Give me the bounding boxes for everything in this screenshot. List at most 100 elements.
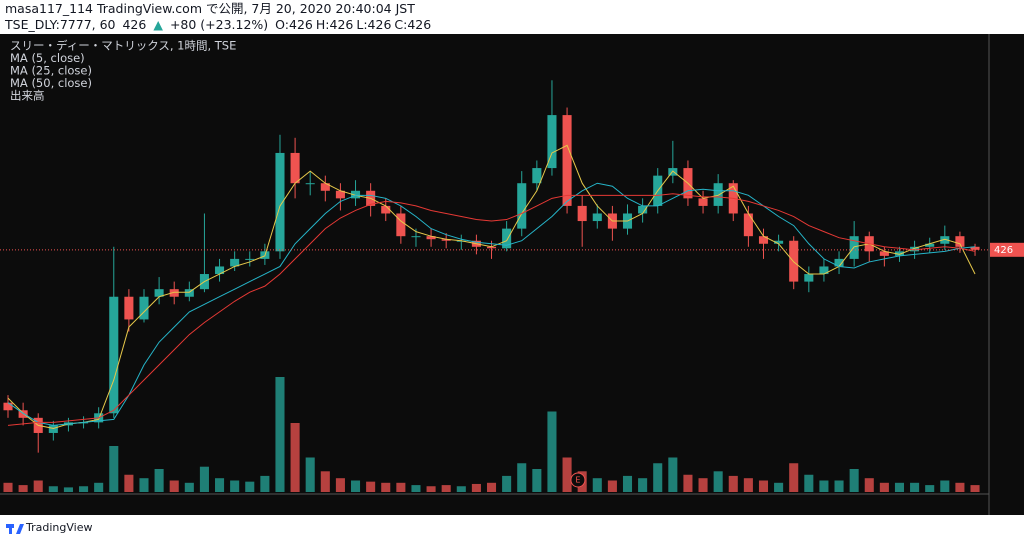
ohlc-value: 426 (407, 17, 432, 32)
candle-body (18, 410, 28, 418)
volume-bar (154, 469, 164, 492)
candle-body (547, 115, 557, 169)
volume-bar (668, 457, 678, 492)
volume-bar (774, 482, 784, 492)
ohlc: O:426 H:426 L:426 C:426 (275, 17, 434, 32)
ohlc-label: C: (394, 17, 408, 32)
candle-body (925, 243, 935, 247)
volume-bar (245, 481, 255, 492)
candle-body (592, 213, 602, 222)
volume-bar (940, 480, 950, 492)
candle-body (305, 183, 315, 185)
candle-body (638, 205, 648, 214)
ohlc-value: 426 (329, 17, 354, 32)
candle-body (426, 236, 436, 240)
candle-body (215, 266, 225, 275)
volume-bar (199, 466, 209, 492)
volume-bar (849, 469, 859, 492)
candle-body (970, 246, 980, 250)
volume-bar (970, 485, 980, 492)
volume-bar (955, 482, 965, 492)
volume-bar (502, 475, 512, 492)
candle-body (532, 168, 542, 184)
volume-bar (638, 478, 648, 492)
volume-bar (426, 486, 436, 492)
ma-line (7, 193, 976, 426)
symbol: TSE_DLY:7777, 60 (5, 17, 116, 32)
volume-bar (335, 478, 345, 492)
volume-bar (653, 463, 663, 492)
candle-body (275, 152, 285, 252)
candle-body (577, 205, 587, 222)
volume-bar (698, 478, 708, 492)
legend-entry: MA (25, close) (10, 64, 92, 78)
candle-body (758, 236, 769, 244)
volume-bar (804, 474, 814, 492)
volume-bar (683, 474, 693, 492)
candle-body (350, 190, 361, 199)
candle-body (396, 213, 406, 237)
volume-bar (33, 480, 43, 492)
volume-bar (124, 474, 134, 492)
brand: TradingView (26, 521, 93, 534)
volume-bar (441, 485, 451, 492)
volume-bar (290, 423, 300, 492)
candle-body (713, 183, 723, 206)
volume-bar (713, 471, 723, 492)
volume-bar (350, 480, 361, 492)
header-line: masa117_114 TradingView.com で公開, 7月 20, … (5, 1, 1019, 17)
candle-body (109, 296, 119, 414)
candle-body (517, 183, 527, 229)
volume-bar (94, 482, 104, 492)
volume-bar (3, 482, 13, 492)
candle-body (381, 205, 391, 214)
volume-bar (48, 486, 58, 492)
logo (6, 524, 24, 534)
candle-body (335, 190, 345, 199)
candle-body (562, 115, 572, 206)
change: +80 (+23.12%) (169, 17, 269, 32)
candle-body (290, 152, 300, 184)
candle-body (184, 289, 194, 297)
volume-bar (925, 485, 935, 492)
volume-bar (819, 480, 829, 492)
candle-body (502, 228, 512, 249)
volume-bar (169, 480, 179, 492)
candle-body (955, 236, 965, 247)
volume-bar (260, 475, 270, 492)
candle-body (819, 266, 829, 275)
candle-body (124, 296, 134, 320)
last-price-box (990, 242, 1024, 257)
volume-bar (184, 482, 194, 492)
candle-body (910, 246, 920, 252)
volume-bar (910, 482, 920, 492)
header: masa117_114 TradingView.com で公開, 7月 20, … (0, 0, 1024, 34)
volume-bar (517, 463, 527, 492)
last-price-label: 426 (994, 245, 1013, 256)
candle-body (139, 296, 149, 320)
volume-bar (79, 486, 89, 492)
candle-body (411, 236, 421, 238)
volume-bar (562, 457, 572, 492)
volume-bar (63, 487, 73, 492)
legend-title: スリー・ディー・マトリックス, 1時間, TSE (10, 39, 236, 53)
header-line: TSE_DLY:7777, 60 426 ▲ +80 (+23.12%) O:4… (5, 17, 1019, 33)
volume-bar (592, 478, 602, 492)
candle-body (320, 183, 330, 191)
volume-bar (366, 481, 376, 492)
volume-bar (381, 482, 391, 492)
volume-bar (879, 482, 889, 492)
legend-entry: MA (50, close) (10, 76, 92, 90)
publish-info: masa117_114 TradingView.com で公開, 7月 20, … (5, 1, 415, 16)
volume-bar (139, 478, 149, 492)
volume-bar (532, 469, 542, 492)
ma-line (7, 144, 976, 429)
ohlc-value: 426 (367, 17, 392, 32)
volume-bar (789, 463, 799, 492)
volume-bar (18, 485, 28, 492)
volume-bar (607, 480, 617, 492)
volume-bar (486, 482, 497, 492)
volume-bar (758, 480, 769, 492)
volume-bar (894, 482, 905, 492)
